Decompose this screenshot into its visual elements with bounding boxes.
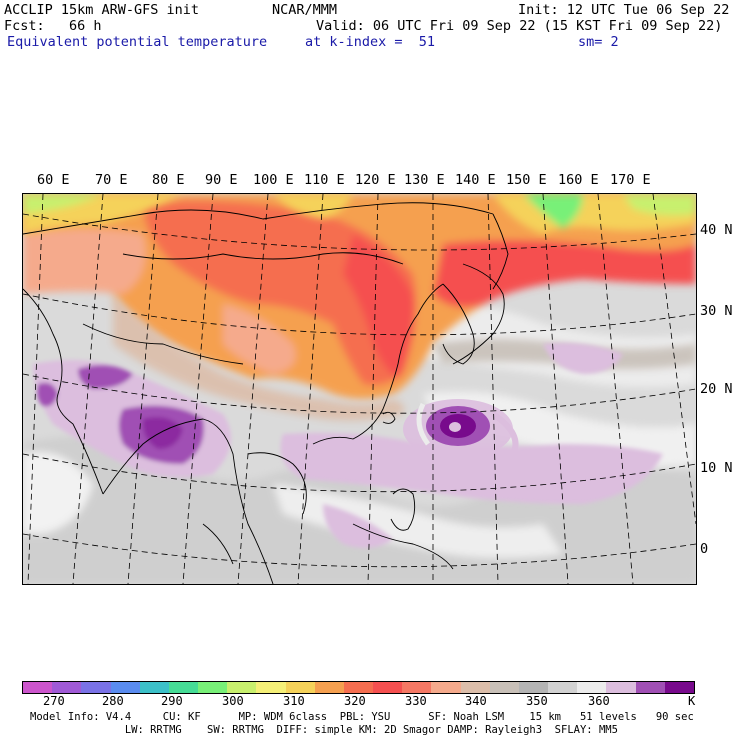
color-swatch bbox=[227, 682, 257, 693]
center-name: NCAR/MMM bbox=[272, 2, 338, 18]
longitude-label: 150 E bbox=[506, 172, 547, 188]
color-swatch bbox=[52, 682, 82, 693]
color-scale-tick: 350 bbox=[526, 694, 548, 708]
longitude-label: 170 E bbox=[610, 172, 651, 188]
latitude-label: 10 N bbox=[700, 460, 733, 476]
model-info-line1: Model Info: V4.4 CU: KF MP: WDM 6class P… bbox=[30, 711, 694, 723]
color-scale-tick: 290 bbox=[161, 694, 183, 708]
longitude-label: 100 E bbox=[253, 172, 294, 188]
theta-e-field bbox=[23, 194, 696, 584]
latitude-label: 40 N bbox=[700, 222, 733, 238]
color-swatch bbox=[285, 682, 315, 693]
latitude-label: 0 bbox=[700, 541, 709, 557]
longitude-label: 160 E bbox=[558, 172, 599, 188]
color-scale-tick: 320 bbox=[344, 694, 366, 708]
smoothing: sm= 2 bbox=[578, 34, 619, 50]
longitude-label: 80 E bbox=[152, 172, 185, 188]
color-scale-tick: 300 bbox=[222, 694, 244, 708]
model-title: ACCLIP 15km ARW-GFS init bbox=[4, 2, 200, 18]
longitude-label: 90 E bbox=[205, 172, 238, 188]
color-scale-tick: 330 bbox=[405, 694, 427, 708]
color-scale-tick: 340 bbox=[465, 694, 487, 708]
field-name: Equivalent potential temperature bbox=[7, 34, 268, 50]
color-swatch bbox=[23, 682, 53, 693]
color-swatch bbox=[460, 682, 490, 693]
color-swatch bbox=[431, 682, 461, 693]
color-swatch bbox=[606, 682, 636, 693]
forecast-hour: Fcst: 66 h bbox=[4, 18, 102, 34]
color-swatch bbox=[548, 682, 578, 693]
color-swatch bbox=[402, 682, 432, 693]
color-swatch bbox=[314, 682, 344, 693]
coastlines bbox=[23, 202, 509, 584]
color-swatch bbox=[139, 682, 169, 693]
color-swatch bbox=[577, 682, 607, 693]
graticule bbox=[23, 194, 696, 584]
color-swatch bbox=[343, 682, 374, 693]
valid-time: Valid: 06 UTC Fri 09 Sep 22 (15 KST Fri … bbox=[316, 18, 723, 34]
color-scale-tick: 310 bbox=[283, 694, 305, 708]
color-swatch bbox=[373, 682, 403, 693]
color-swatch bbox=[168, 682, 199, 693]
color-swatch bbox=[664, 682, 694, 693]
longitude-label: 130 E bbox=[404, 172, 445, 188]
color-swatch bbox=[198, 682, 228, 693]
color-swatch bbox=[110, 682, 140, 693]
longitude-label: 140 E bbox=[455, 172, 496, 188]
init-time: Init: 12 UTC Tue 06 Sep 22 bbox=[518, 2, 730, 18]
typhoon-vortex bbox=[403, 399, 519, 469]
color-swatch bbox=[635, 682, 665, 693]
longitude-label: 70 E bbox=[95, 172, 128, 188]
level-index: at k-index = 51 bbox=[305, 34, 436, 50]
latitude-label: 20 N bbox=[700, 381, 733, 397]
color-swatch bbox=[81, 682, 111, 693]
color-swatch bbox=[518, 682, 549, 693]
model-info-line2: LW: RRTMG SW: RRTMG DIFF: simple KM: 2D … bbox=[30, 724, 618, 736]
latitude-label: 30 N bbox=[700, 303, 733, 319]
longitude-label: 120 E bbox=[355, 172, 396, 188]
longitude-label: 110 E bbox=[304, 172, 345, 188]
map-panel bbox=[22, 193, 697, 585]
color-swatch bbox=[489, 682, 519, 693]
longitude-label: 60 E bbox=[37, 172, 70, 188]
color-scale-bar bbox=[22, 681, 695, 694]
color-scale-unit: K bbox=[688, 694, 696, 708]
color-scale-tick: 280 bbox=[102, 694, 124, 708]
color-scale-tick: 360 bbox=[588, 694, 610, 708]
color-scale-tick: 270 bbox=[43, 694, 65, 708]
color-swatch bbox=[256, 682, 286, 693]
